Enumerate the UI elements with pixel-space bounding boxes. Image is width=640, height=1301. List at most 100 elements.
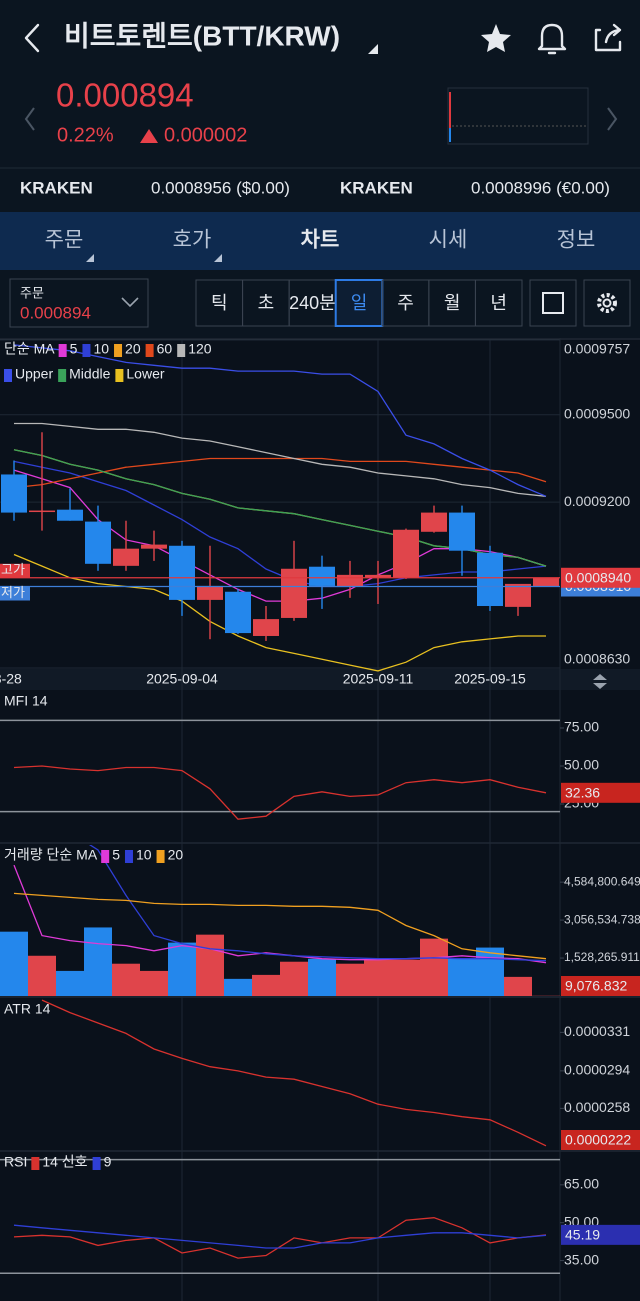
tab[interactable]: 정보 <box>557 229 596 252</box>
ma-line <box>13 553 546 672</box>
current-value-box <box>561 1224 640 1245</box>
interval-group: 틱 초 240분 일 주 월 년 <box>195 279 523 327</box>
legend-label: 14 신호 <box>42 1154 87 1170</box>
tab-active[interactable]: 차트 <box>301 229 340 252</box>
volume-bar <box>336 963 364 996</box>
candle-body <box>421 512 447 532</box>
volume-bar <box>0 931 28 996</box>
chart-area <box>0 338 640 1301</box>
volume-bar <box>420 938 448 996</box>
title-dropdown[interactable] <box>368 44 378 54</box>
alarm-icon[interactable] <box>537 23 567 55</box>
price-line-label-box <box>561 567 640 588</box>
volume-bar <box>112 963 140 996</box>
candle-body <box>477 552 503 607</box>
mini-chart <box>447 87 589 145</box>
layout-button[interactable] <box>529 279 577 327</box>
up-triangle <box>140 129 158 143</box>
price-line-label: 0.0008940 <box>565 569 631 585</box>
legend-label: 10 <box>136 847 152 863</box>
y-tick-label: 50.00 <box>564 757 599 773</box>
legend-label: 5 <box>70 341 78 357</box>
order-price: 0.000894 <box>20 303 91 322</box>
exchange-name: KRAKEN <box>20 178 93 197</box>
y-tick-label: 4,584,800.649 <box>564 874 640 888</box>
legend-label: 20 <box>168 847 184 863</box>
candle-body <box>505 583 531 607</box>
y-tick-label: 0.0009500 <box>564 405 630 421</box>
interval-label: 월 <box>444 293 461 313</box>
y-tick-label: 0.0009757 <box>564 341 630 357</box>
candle-body <box>1 474 27 513</box>
y-tick-label: 65.00 <box>564 1176 599 1192</box>
interval-label: 초 <box>258 293 275 313</box>
legend-swatch <box>31 1157 40 1170</box>
x-tick-label: 2025-09-15 <box>454 671 526 687</box>
legend-swatch <box>114 344 123 357</box>
tab-caret <box>214 254 222 262</box>
back-button[interactable] <box>24 23 40 53</box>
legend-swatch <box>101 850 110 863</box>
price-line-tag: 저가 <box>1 585 25 600</box>
x-tick-label: 2025-09-11 <box>343 671 414 687</box>
x-tick-label: 2025-08-28 <box>0 671 22 687</box>
volume-bar <box>448 958 476 996</box>
favorite-icon[interactable] <box>481 24 511 52</box>
current-value-box <box>561 782 640 803</box>
legend-swatch <box>115 369 124 382</box>
candle-body <box>533 577 559 587</box>
next-arrow[interactable] <box>607 107 618 131</box>
ma-line <box>14 422 547 497</box>
share-icon[interactable] <box>594 23 622 52</box>
ma-line <box>13 344 547 497</box>
volume-bar <box>168 942 196 996</box>
order-dropdown[interactable] <box>9 278 149 328</box>
legend-title: 거래량 단순 MA <box>4 847 98 863</box>
candle-body <box>253 619 279 636</box>
candle-body <box>197 585 223 600</box>
legend-swatch <box>58 344 67 357</box>
volume-bar <box>476 947 504 996</box>
interval-label: 년 <box>490 293 507 313</box>
price-line-tag-box <box>0 586 30 601</box>
y-tick-label: 0.0000258 <box>564 1099 630 1115</box>
axis-resize-icon[interactable] <box>593 674 607 689</box>
legend-swatch <box>58 369 67 382</box>
y-tick-label: 0.0009200 <box>564 493 630 509</box>
legend-label: 10 <box>93 341 109 357</box>
candle-body <box>365 574 391 578</box>
indicator-title: ATR 14 <box>4 1001 51 1017</box>
legend-swatch <box>92 1157 101 1170</box>
volume-bar <box>308 958 336 996</box>
current-value-box <box>561 976 640 996</box>
legend-label: Middle <box>69 366 110 382</box>
legend-label: 120 <box>188 341 212 357</box>
interval-label: 주 <box>397 293 414 313</box>
exchange-name: KRAKEN <box>340 178 413 197</box>
tab-bar <box>0 212 640 270</box>
tab[interactable]: 주문 <box>45 229 84 252</box>
y-tick-label: 75.00 <box>564 719 599 735</box>
tab[interactable]: 시세 <box>429 229 468 252</box>
volume-bar <box>392 959 420 996</box>
current-value-label: 0.0000222 <box>565 1132 631 1148</box>
legend-swatch <box>145 344 154 357</box>
candle-body <box>393 529 419 578</box>
legend-label: Lower <box>126 366 164 382</box>
legend-label: 20 <box>125 341 141 357</box>
interval-button[interactable] <box>474 279 523 327</box>
exchange-price: 0.0008956 ($0.00) <box>151 178 290 197</box>
interval-button-active[interactable] <box>334 279 384 327</box>
layout-icon <box>542 292 564 314</box>
y-tick-label: 0.0008630 <box>564 651 630 667</box>
prev-arrow[interactable] <box>24 107 35 131</box>
change-percent: 0.22% <box>57 124 114 146</box>
tab[interactable]: 호가 <box>173 229 212 252</box>
settings-button[interactable] <box>583 279 631 327</box>
price-line-tag: 고가 <box>1 562 25 577</box>
volume-bar <box>56 970 84 996</box>
legend-title: 단순 MA <box>4 341 55 357</box>
volume-bar <box>140 970 168 996</box>
